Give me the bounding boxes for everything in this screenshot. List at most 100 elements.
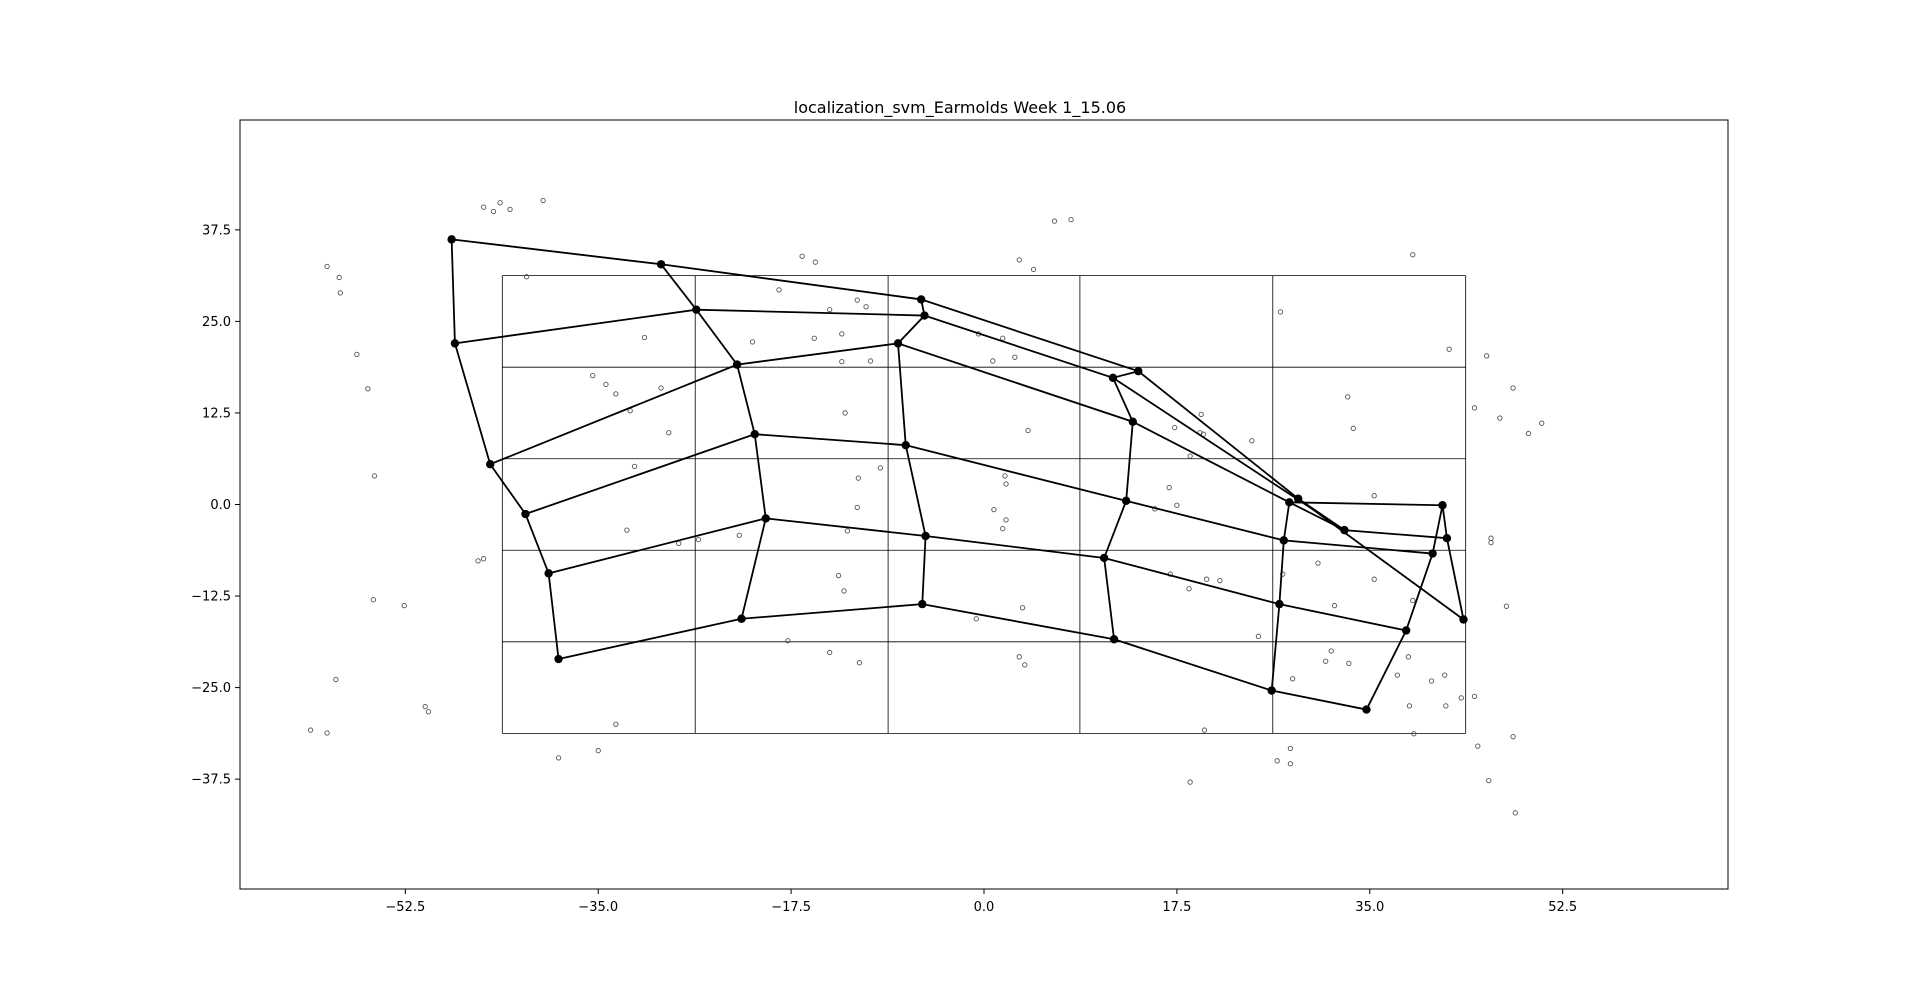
scatter-point	[641, 334, 648, 341]
scatter-point	[1345, 394, 1351, 400]
scatter-point	[624, 527, 630, 533]
mesh-row-1	[454, 308, 1448, 540]
scatter-point	[1203, 576, 1210, 582]
scatter-point	[1217, 578, 1223, 584]
scatter-point	[1003, 517, 1009, 523]
scatter-point	[1068, 216, 1074, 223]
mesh-node	[692, 305, 701, 314]
scatter-point	[631, 463, 638, 470]
scatter-point	[497, 200, 503, 206]
scatter-point	[1198, 411, 1204, 418]
scatter-point	[1172, 424, 1178, 431]
scatter-point	[1346, 660, 1352, 667]
scatter-point	[425, 709, 432, 715]
mesh-node	[750, 429, 759, 439]
scatter-point	[1002, 473, 1008, 479]
mesh-node	[447, 235, 456, 244]
scatter-point	[1471, 405, 1478, 411]
scatter-point	[540, 197, 546, 204]
mesh-node	[450, 339, 460, 348]
scatter-point	[1510, 734, 1516, 740]
mesh-node	[1099, 553, 1109, 563]
scatter-point	[1510, 385, 1516, 391]
x-tick-label: 17.5	[1162, 900, 1191, 915]
scatter-point	[1287, 761, 1294, 767]
scatter-point	[354, 351, 360, 358]
x-tick-label: 52.5	[1548, 900, 1577, 915]
scatter-point	[856, 660, 863, 666]
scatter-point	[1410, 252, 1416, 258]
mesh-node	[1442, 533, 1452, 543]
scatter-point	[1030, 266, 1037, 273]
scatter-point	[1483, 353, 1490, 359]
x-tick-label: 0.0	[974, 900, 995, 915]
mesh-node	[1134, 367, 1143, 376]
mesh-node	[544, 569, 553, 578]
scatter-point	[590, 372, 596, 379]
scatter-point	[401, 602, 407, 609]
mesh-node	[916, 295, 926, 304]
scatter-point	[307, 727, 314, 733]
mesh-node	[1275, 599, 1284, 609]
mesh-node	[1340, 525, 1349, 535]
x-tick-label: −17.5	[771, 900, 811, 915]
scatter-point	[1350, 425, 1356, 431]
scatter-point	[1187, 453, 1193, 459]
scatter-point	[613, 391, 619, 397]
chart-title: localization_svm_Earmolds Week 1_15.06	[794, 98, 1126, 118]
scatter-point	[1331, 602, 1338, 609]
mesh-node	[921, 531, 930, 541]
scatter-point	[1289, 676, 1296, 682]
scatter-point	[613, 721, 619, 727]
y-axis: 37.5 25.0 12.5 0.0 −12.5 −25.0 −37.5	[191, 223, 240, 788]
scatter-point	[776, 287, 782, 293]
scatter-point	[1016, 257, 1022, 263]
scatter-point	[1051, 218, 1058, 224]
scatter-point	[827, 307, 833, 313]
x-tick-label: −52.5	[385, 900, 425, 915]
scatter-point	[555, 755, 562, 761]
scatter-point	[1315, 560, 1321, 566]
scatter-point	[1458, 695, 1464, 701]
scatter-point	[1371, 493, 1377, 499]
scatter-point	[1012, 354, 1018, 360]
scatter-point	[1512, 810, 1518, 816]
scatter-point	[973, 616, 979, 622]
scatter-point	[844, 528, 850, 534]
mesh-node	[737, 614, 746, 623]
scatter-point	[1394, 672, 1400, 678]
scatter-point	[1025, 427, 1031, 434]
mesh-col-0	[450, 239, 560, 660]
mesh-node	[1267, 686, 1276, 695]
scatter-point	[863, 304, 869, 310]
y-tick-label: 37.5	[202, 223, 231, 238]
scatter-point	[603, 381, 609, 388]
scatter-point	[855, 475, 861, 481]
x-axis: −52.5 −35.0 −17.5 0.0 17.5 35.0 52.5	[385, 889, 1577, 915]
mesh-node	[1438, 501, 1447, 510]
scatter-point	[1187, 779, 1193, 785]
scatter-point	[1186, 586, 1192, 592]
x-tick-label: −35.0	[578, 900, 618, 915]
scatter-point	[1405, 654, 1412, 660]
scatter-point	[799, 253, 805, 259]
mesh-node	[1279, 536, 1289, 545]
mesh-node	[1428, 549, 1437, 558]
scatter-point	[1497, 415, 1503, 421]
scatter-point	[839, 359, 845, 365]
scatter-point	[370, 597, 377, 603]
mesh-node	[1293, 494, 1303, 503]
scatter-point	[1000, 526, 1006, 532]
x-tick-label: 35.0	[1355, 900, 1384, 915]
mesh-node	[732, 360, 742, 369]
scatter-point	[785, 638, 791, 644]
scatter-point	[990, 358, 996, 364]
mesh-node	[1121, 496, 1131, 506]
scatter-point	[1488, 539, 1494, 546]
scatter-point	[422, 703, 428, 710]
scatter-point	[666, 430, 672, 436]
scatter-point	[1277, 309, 1284, 315]
y-tick-label: −12.5	[191, 590, 231, 605]
scatter-point	[1003, 481, 1009, 487]
